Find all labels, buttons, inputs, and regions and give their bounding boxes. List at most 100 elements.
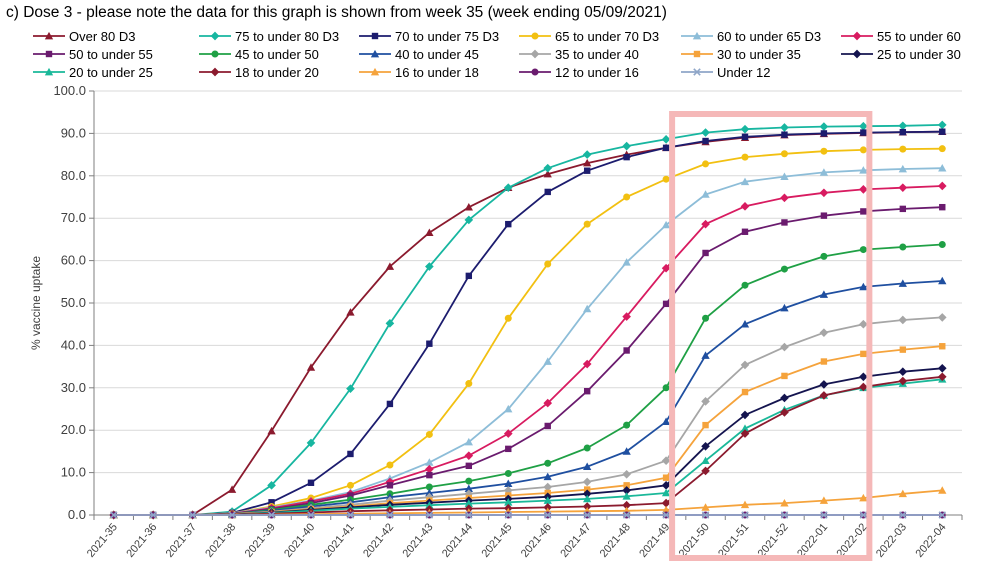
data-point [582, 489, 592, 499]
data-point [702, 314, 710, 322]
data-point [661, 417, 671, 426]
y-tick-label: 0.0 [68, 507, 86, 522]
legend-marker [44, 31, 54, 40]
data-point [740, 360, 750, 370]
y-tick-label: 80.0 [61, 168, 86, 183]
data-point [820, 147, 828, 155]
data-point [937, 313, 947, 322]
series-line [113, 316, 943, 516]
data-point [622, 469, 631, 479]
data-point [701, 441, 710, 451]
data-point [740, 320, 750, 328]
legend-item: 65 to under 70 D3 [518, 27, 659, 45]
data-point [267, 511, 276, 519]
data-point [543, 503, 553, 512]
data-point [386, 482, 394, 489]
data-point [780, 150, 788, 158]
x-tick-label: 2021-40 [282, 521, 317, 560]
data-point [898, 164, 907, 173]
series-line [113, 167, 943, 516]
data-point [425, 483, 433, 491]
data-point [741, 153, 749, 161]
data-point [623, 153, 630, 161]
legend-item: 30 to under 35 [680, 45, 801, 63]
legend-swatch [359, 49, 391, 58]
data-point [820, 212, 828, 219]
legend-item: 75 to under 80 D3 [198, 27, 339, 45]
x-axis-ticks: 2021-35 2021-36 2021-37 2021-38 2021-39 2021-… [85, 515, 963, 560]
data-point [622, 500, 631, 510]
data-point [860, 129, 867, 136]
data-point [661, 498, 671, 508]
data-point [939, 343, 946, 350]
data-point [661, 481, 671, 490]
data-point [780, 123, 789, 132]
x-tick-label: 2021-44 [440, 521, 475, 560]
data-point [544, 260, 552, 268]
data-point [622, 141, 631, 151]
data-point [702, 421, 709, 429]
data-point [307, 511, 315, 519]
series-7 [110, 203, 946, 519]
data-point [505, 220, 512, 228]
data-point [386, 461, 394, 469]
data-point [425, 458, 434, 466]
data-point [662, 144, 670, 152]
legend-marker [371, 32, 379, 40]
legend-label: 25 to under 30 [877, 46, 961, 62]
data-point [740, 410, 750, 420]
x-tick-label: 2021-50 [677, 521, 712, 560]
y-tick-label: 10.0 [61, 465, 86, 480]
data-point [819, 496, 829, 504]
data-point [662, 511, 670, 519]
gridlines [94, 90, 962, 516]
data-point [898, 183, 908, 192]
legend-label: 18 to under 20 [235, 64, 319, 80]
data-point [662, 300, 670, 308]
data-point [939, 203, 946, 211]
data-point [819, 391, 829, 400]
data-point [860, 350, 867, 358]
data-point [504, 314, 512, 322]
data-point [859, 146, 867, 154]
legend-label: 45 to under 50 [235, 46, 319, 62]
legend-swatch [841, 31, 873, 41]
legend-item: 18 to under 20 [198, 63, 319, 81]
data-point [819, 188, 829, 198]
data-point [307, 479, 315, 486]
legend-swatch [681, 50, 713, 58]
data-point [780, 408, 789, 417]
data-point [741, 511, 749, 519]
legend-item: 45 to under 50 [198, 45, 319, 63]
data-point [622, 447, 631, 455]
data-point [347, 492, 354, 499]
legend-label: 65 to under 70 D3 [555, 28, 660, 44]
data-point [583, 158, 592, 167]
data-point [859, 372, 868, 382]
data-point [306, 438, 316, 448]
data-point [425, 430, 433, 438]
data-point [899, 511, 907, 519]
data-point [504, 469, 512, 477]
data-point [582, 477, 592, 487]
x-tick-label: 2021-52 [756, 521, 791, 560]
data-point [860, 208, 867, 215]
data-point [781, 219, 788, 226]
data-point [661, 263, 671, 273]
series-line [113, 367, 943, 516]
data-point [898, 489, 907, 498]
data-point [820, 130, 828, 137]
x-tick-label: 2021-41 [322, 521, 357, 560]
legend-marker [852, 49, 862, 59]
x-tick-label: 2021-43 [401, 521, 436, 560]
y-tick-label: 70.0 [61, 210, 86, 225]
legend-swatch [199, 67, 231, 77]
legend-swatch [199, 31, 231, 41]
data-point [701, 351, 710, 359]
data-point [464, 437, 473, 446]
legend-item: 12 to under 16 [518, 63, 639, 81]
data-point [425, 511, 434, 519]
series-12 [109, 363, 947, 520]
data-point [465, 380, 473, 388]
legend-label: 75 to under 80 D3 [235, 28, 340, 44]
